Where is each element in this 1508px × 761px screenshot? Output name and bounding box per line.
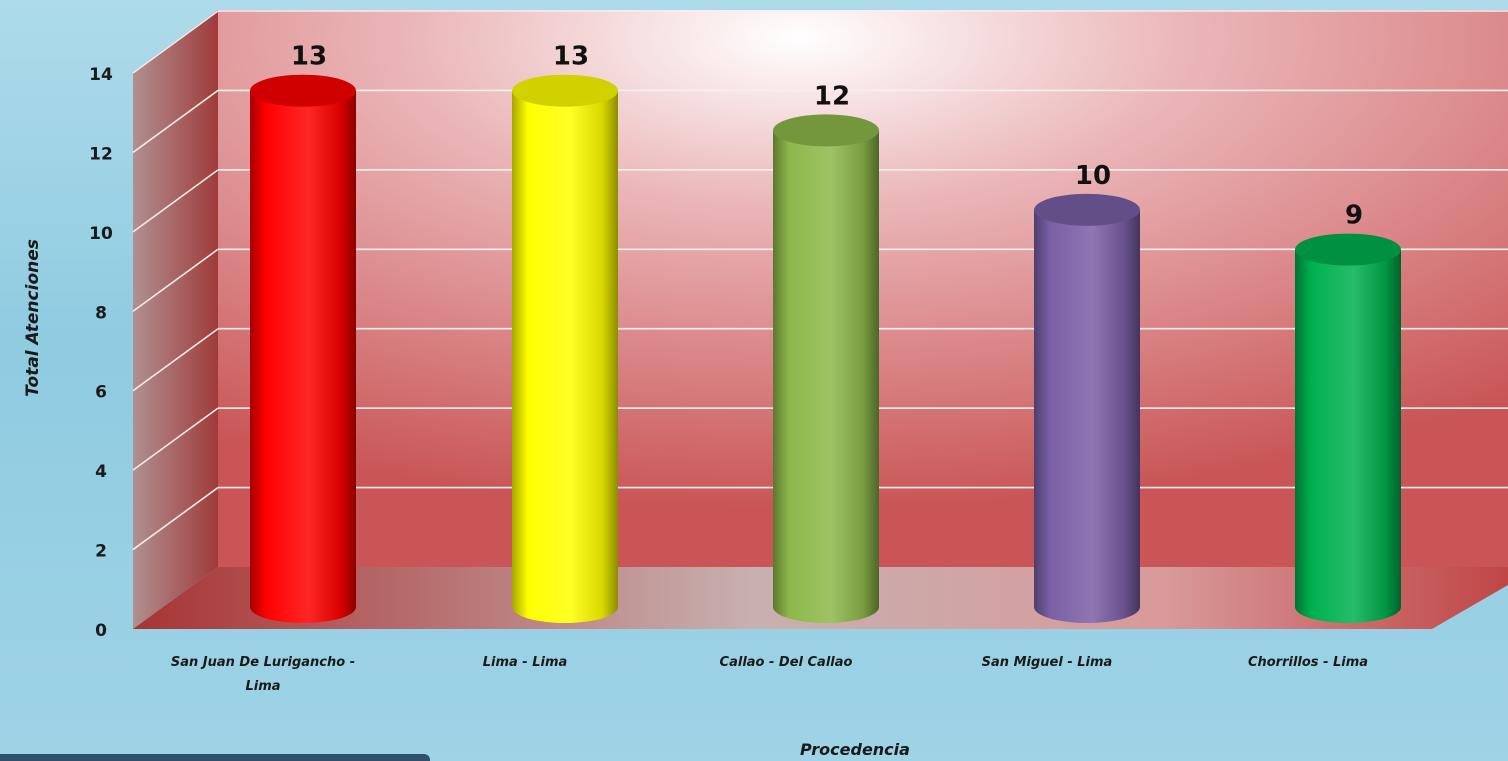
- bar-body: [773, 130, 879, 623]
- data-label: 10: [1075, 161, 1111, 191]
- bar: 12: [773, 81, 879, 623]
- x-tick-label: Lima - Lima: [483, 655, 568, 670]
- x-tick-label: Chorrillos - Lima: [1248, 655, 1368, 670]
- bar: 13: [250, 42, 356, 623]
- side-wall: [133, 10, 218, 629]
- gridline-side: [132, 10, 219, 74]
- data-label: 13: [291, 42, 327, 72]
- x-axis-ticks: San Juan De Lurigancho -Lima Lima - Lima C…: [171, 655, 1368, 694]
- x-axis-label: Procedencia: [800, 740, 910, 759]
- y-tick-label: 4: [95, 462, 107, 482]
- bar-body: [512, 90, 618, 623]
- bar-body: [1034, 209, 1140, 623]
- gridline-side: [132, 248, 219, 312]
- y-axis-label: Total Atenciones: [23, 239, 43, 397]
- bar: 10: [1034, 161, 1140, 623]
- data-label: 12: [814, 81, 850, 111]
- y-tick-label: 14: [89, 65, 113, 85]
- gridline-side: [132, 89, 219, 154]
- y-tick-label: 10: [89, 224, 113, 244]
- x-tick-label: San Juan De Lurigancho -Lima: [171, 655, 355, 694]
- bars: 13 13 12 10 9: [250, 42, 1401, 624]
- bar-body: [1295, 249, 1401, 624]
- bar-top: [250, 74, 356, 107]
- y-tick-label: 6: [95, 383, 107, 403]
- bottom-strip: [0, 754, 430, 761]
- bar: 13: [512, 42, 618, 623]
- gridline-side: [132, 486, 219, 551]
- y-tick-label: 0: [95, 621, 107, 641]
- y-tick-label: 2: [95, 542, 107, 562]
- gridline-side: [132, 169, 219, 233]
- bar-top: [773, 114, 879, 147]
- gridline-side: [132, 407, 219, 471]
- bar-top: [512, 74, 618, 107]
- x-tick-label: Callao - Del Callao: [720, 655, 853, 670]
- data-label: 13: [553, 42, 589, 72]
- x-tick-label: San Miguel - Lima: [982, 655, 1113, 670]
- bar: 9: [1295, 201, 1401, 624]
- gridline-side: [132, 328, 219, 392]
- bar-top: [1295, 233, 1401, 266]
- bar-body: [250, 90, 356, 623]
- y-axis-ticks: 0 2 4 6 8 10 12 14: [89, 65, 113, 641]
- data-label: 9: [1345, 201, 1363, 231]
- y-tick-label: 12: [89, 144, 113, 164]
- y-tick-label: 8: [95, 303, 107, 323]
- bar-top: [1034, 193, 1140, 226]
